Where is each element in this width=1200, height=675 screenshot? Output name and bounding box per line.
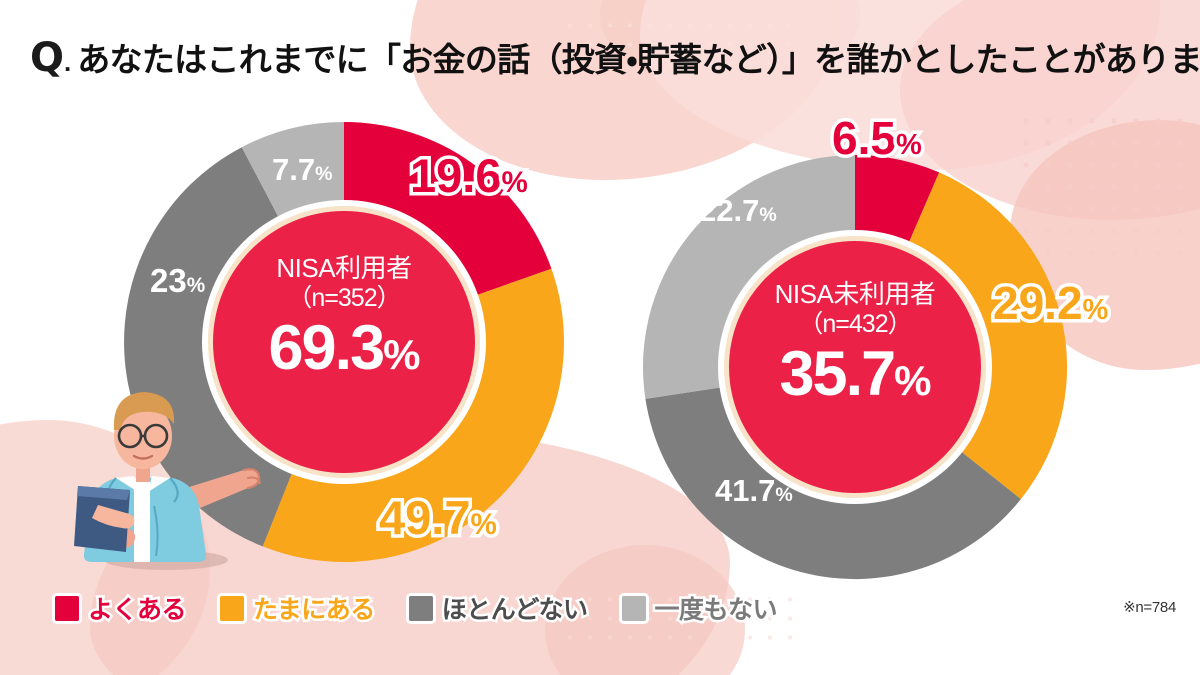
pie-label-value: 19.6 [406, 149, 505, 203]
pie-label-unit: % [498, 164, 531, 201]
illustration-collar [148, 476, 170, 492]
legend-item-yokuaru[interactable]: よくある [55, 590, 189, 627]
pie-label-tamani-aru: 29.2% [990, 277, 1112, 330]
question-header: Q . あなたはこれまでに「お金の話（投資・貯蓄など）」を誰かとしたことがありま… [30, 38, 1200, 78]
dot-pattern [560, 16, 790, 76]
pie-label-value: 41.7 [715, 473, 776, 508]
pie-label-unit: % [315, 163, 333, 185]
sample-size-note: ※n=784 [1123, 599, 1176, 616]
legend-item-hotondo-nai[interactable]: ほとんどない [408, 590, 591, 627]
donut-chart-svg [124, 122, 564, 562]
pie-label-unit: % [467, 506, 500, 543]
legend-label: たまにある [251, 594, 378, 627]
pie-label-value: 23 [150, 262, 187, 299]
dot-pattern [1015, 110, 1190, 260]
pie-label-unit: % [759, 204, 777, 226]
donut-chart-svg [643, 155, 1068, 580]
pie-label-unit: % [1079, 292, 1112, 328]
legend-swatch-icon [408, 595, 433, 621]
legend-label: よくある [85, 594, 189, 627]
pie-label-value: 6.5 [829, 112, 900, 165]
legend-swatch-icon [621, 595, 646, 621]
pie-label-hotondo-nai: 41.7% [715, 475, 793, 506]
person-illustration [74, 392, 261, 570]
pie-label-value: 29.2 [990, 277, 1086, 330]
pie-label-tamani-aru: 49.7% [375, 491, 500, 545]
illustration-fold [169, 477, 179, 503]
illustration-shirt-placket [134, 478, 150, 562]
legend-item-ichido-mo-nai[interactable]: 一度もない [621, 590, 780, 627]
pie-label-value: 49.7 [375, 491, 474, 545]
chart-legend: よくある たまにある ほとんどない 一度もない [55, 590, 780, 627]
pie-label-yokuaru: 19.6% [406, 149, 531, 203]
pie-label-ichido-mo-nai: 22.7% [699, 195, 777, 226]
illustration-mouth [132, 454, 154, 460]
pie-label-unit: % [186, 274, 206, 297]
illustration-fold [153, 505, 159, 557]
donut-chart-nisa-non-users: NISA未利用者 （n=432） 35.7% 6.5% 29.2% 41.7% … [643, 112, 1112, 580]
pie-label-unit: % [892, 127, 925, 163]
page-title: あなたはこれまでに「お金の話（投資・貯蓄など）」を誰かとしたことがありますか。 [77, 41, 1200, 78]
pie-label-yokuaru: 6.5% [829, 112, 926, 165]
question-mark-label: Q [30, 35, 64, 81]
illustration-hair [113, 392, 175, 430]
legend-label: ほとんどない [439, 594, 590, 627]
pie-label-ichido-mo-nai: 7.7% [272, 154, 332, 185]
illustration-hand-line [247, 476, 261, 484]
illustration-hand [92, 505, 135, 529]
pie-label-value: 7.7 [272, 152, 316, 187]
legend-swatch-icon [55, 595, 79, 621]
pie-label-unit: % [775, 484, 793, 506]
dot-pattern [560, 590, 800, 640]
donut-chart-nisa-users: NISA利用者 （n=352） 69.3% 19.6% 49.7% 23% 7.… [124, 122, 564, 562]
donut-center-disc [213, 211, 475, 473]
illustration-hand-line [242, 468, 261, 490]
illustration-collar [116, 476, 138, 492]
pie-label-value: 22.7 [699, 193, 760, 228]
question-mark-dot: . [64, 47, 72, 77]
donut-center-disc [729, 241, 981, 493]
legend-swatch-icon [220, 595, 245, 621]
legend-item-tamani-aru[interactable]: たまにある [220, 590, 378, 627]
illustration-book-spine [77, 486, 130, 500]
pie-label-hotondo-nai: 23% [150, 264, 205, 297]
legend-label: 一度もない [652, 594, 780, 627]
